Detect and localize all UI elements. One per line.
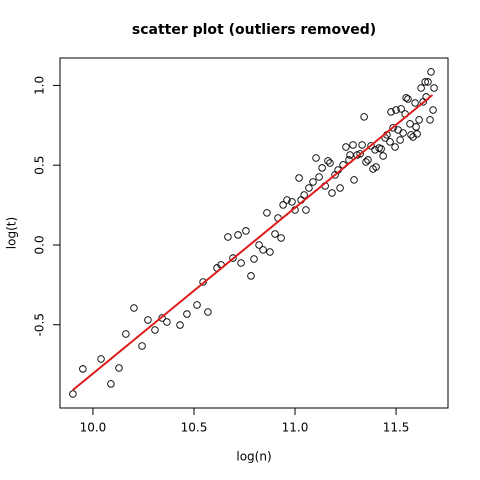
y-tick-label: 0.5 <box>33 156 47 175</box>
point <box>271 230 279 238</box>
point <box>362 158 370 166</box>
point <box>421 78 429 86</box>
point <box>342 143 350 151</box>
point <box>413 130 421 138</box>
point <box>326 159 334 167</box>
point <box>318 164 326 172</box>
y-axis-label: log(t) <box>5 217 19 249</box>
x-tick-label: 11.0 <box>282 421 309 435</box>
point <box>138 342 146 350</box>
point <box>266 248 274 256</box>
chart-title: scatter plot (outliers removed) <box>132 22 376 38</box>
point <box>346 151 354 159</box>
point <box>237 259 245 267</box>
point <box>288 198 296 206</box>
point <box>122 330 130 338</box>
point <box>279 201 287 209</box>
point <box>392 106 400 114</box>
point <box>130 304 138 312</box>
x-tick-label: 11.5 <box>383 421 410 435</box>
x-tick-label: 10.0 <box>80 421 107 435</box>
point <box>350 176 358 184</box>
point <box>377 145 385 153</box>
point <box>430 84 438 92</box>
point <box>336 184 344 192</box>
point <box>242 227 250 235</box>
point <box>324 157 332 165</box>
y-tick-label: -0.5 <box>33 313 47 336</box>
point <box>295 174 303 182</box>
point <box>224 233 232 241</box>
point <box>356 150 364 158</box>
point <box>312 154 320 162</box>
point <box>328 189 336 197</box>
point <box>263 209 271 217</box>
point <box>144 316 152 324</box>
point <box>315 173 323 181</box>
point <box>399 129 407 137</box>
point <box>250 255 258 263</box>
plot-frame <box>59 57 449 409</box>
point <box>163 318 171 326</box>
x-axis-label: log(n) <box>236 450 271 464</box>
point <box>193 301 201 309</box>
point <box>389 124 397 132</box>
point <box>367 142 375 150</box>
point <box>426 116 434 124</box>
point <box>372 163 380 171</box>
point <box>259 246 267 254</box>
point <box>412 123 420 131</box>
point <box>379 152 387 160</box>
point <box>305 184 313 192</box>
x-tick-label: 10.5 <box>181 421 208 435</box>
point <box>115 364 123 372</box>
point <box>424 78 432 86</box>
point <box>234 231 242 239</box>
point <box>360 113 368 121</box>
point <box>69 390 77 398</box>
point <box>397 105 405 113</box>
point <box>391 143 399 151</box>
point <box>358 141 366 149</box>
point <box>349 141 357 149</box>
point <box>300 191 308 199</box>
point <box>404 95 412 103</box>
point <box>151 326 159 334</box>
point <box>229 254 237 262</box>
point <box>79 365 87 373</box>
point <box>107 380 115 388</box>
y-tick-label: 1.0 <box>33 76 47 95</box>
fit-line <box>72 94 434 391</box>
point <box>387 108 395 116</box>
point <box>158 314 166 322</box>
point <box>302 206 310 214</box>
point <box>283 196 291 204</box>
point <box>97 355 105 363</box>
point <box>204 308 212 316</box>
point <box>364 156 372 164</box>
point <box>247 272 255 280</box>
point <box>386 138 394 146</box>
point <box>406 120 414 128</box>
point <box>277 234 285 242</box>
point <box>417 84 425 92</box>
point <box>415 116 423 124</box>
y-tick-label: 0.0 <box>33 235 47 254</box>
point <box>429 106 437 114</box>
point <box>176 321 184 329</box>
point <box>396 136 404 144</box>
point <box>402 94 410 102</box>
point <box>427 68 435 76</box>
point <box>183 310 191 318</box>
point <box>309 178 317 186</box>
point <box>199 278 207 286</box>
point <box>411 99 419 107</box>
point <box>255 241 263 249</box>
